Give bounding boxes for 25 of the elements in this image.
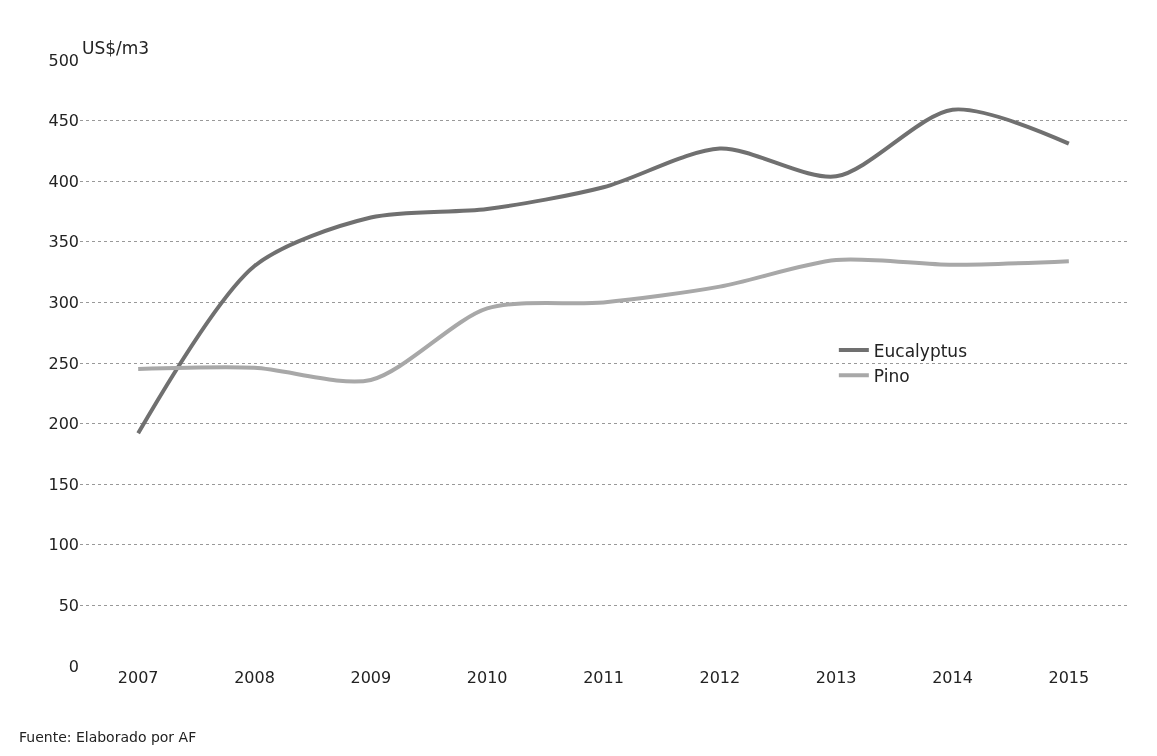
y-tick-label: 400 xyxy=(48,171,79,191)
y-tick-label: 200 xyxy=(48,414,79,434)
source-note: Fuente: Elaborado por AF xyxy=(19,729,197,745)
y-tick-label: 250 xyxy=(48,353,79,373)
line-series xyxy=(136,107,1071,436)
legend-label: Pino xyxy=(873,365,910,386)
x-tick-label: 2014 xyxy=(932,668,973,687)
y-tick-label: 150 xyxy=(48,474,79,494)
x-tick-label: 2010 xyxy=(466,668,508,687)
y-tick-label: 50 xyxy=(58,596,79,615)
legend-label: Eucalyptus xyxy=(873,340,968,361)
x-tick-label: 2009 xyxy=(350,668,392,687)
x-tick-label: 2013 xyxy=(815,668,857,687)
x-tick-label: 2007 xyxy=(117,668,159,687)
y-tick-label: 0 xyxy=(68,656,79,676)
y-tick-label: 500 xyxy=(48,50,79,70)
x-tick-label: 2011 xyxy=(583,668,624,687)
y-axis-title: US$/m3 xyxy=(82,38,150,58)
y-tick-label: 450 xyxy=(48,111,79,131)
x-tick-label: 2008 xyxy=(234,668,275,687)
x-tick-label: 2012 xyxy=(699,668,741,687)
y-tick-label: 100 xyxy=(48,535,79,555)
y-tick-label: 350 xyxy=(48,232,79,252)
x-tick-label: 2015 xyxy=(1048,668,1090,687)
y-tick-label: 300 xyxy=(48,293,79,312)
